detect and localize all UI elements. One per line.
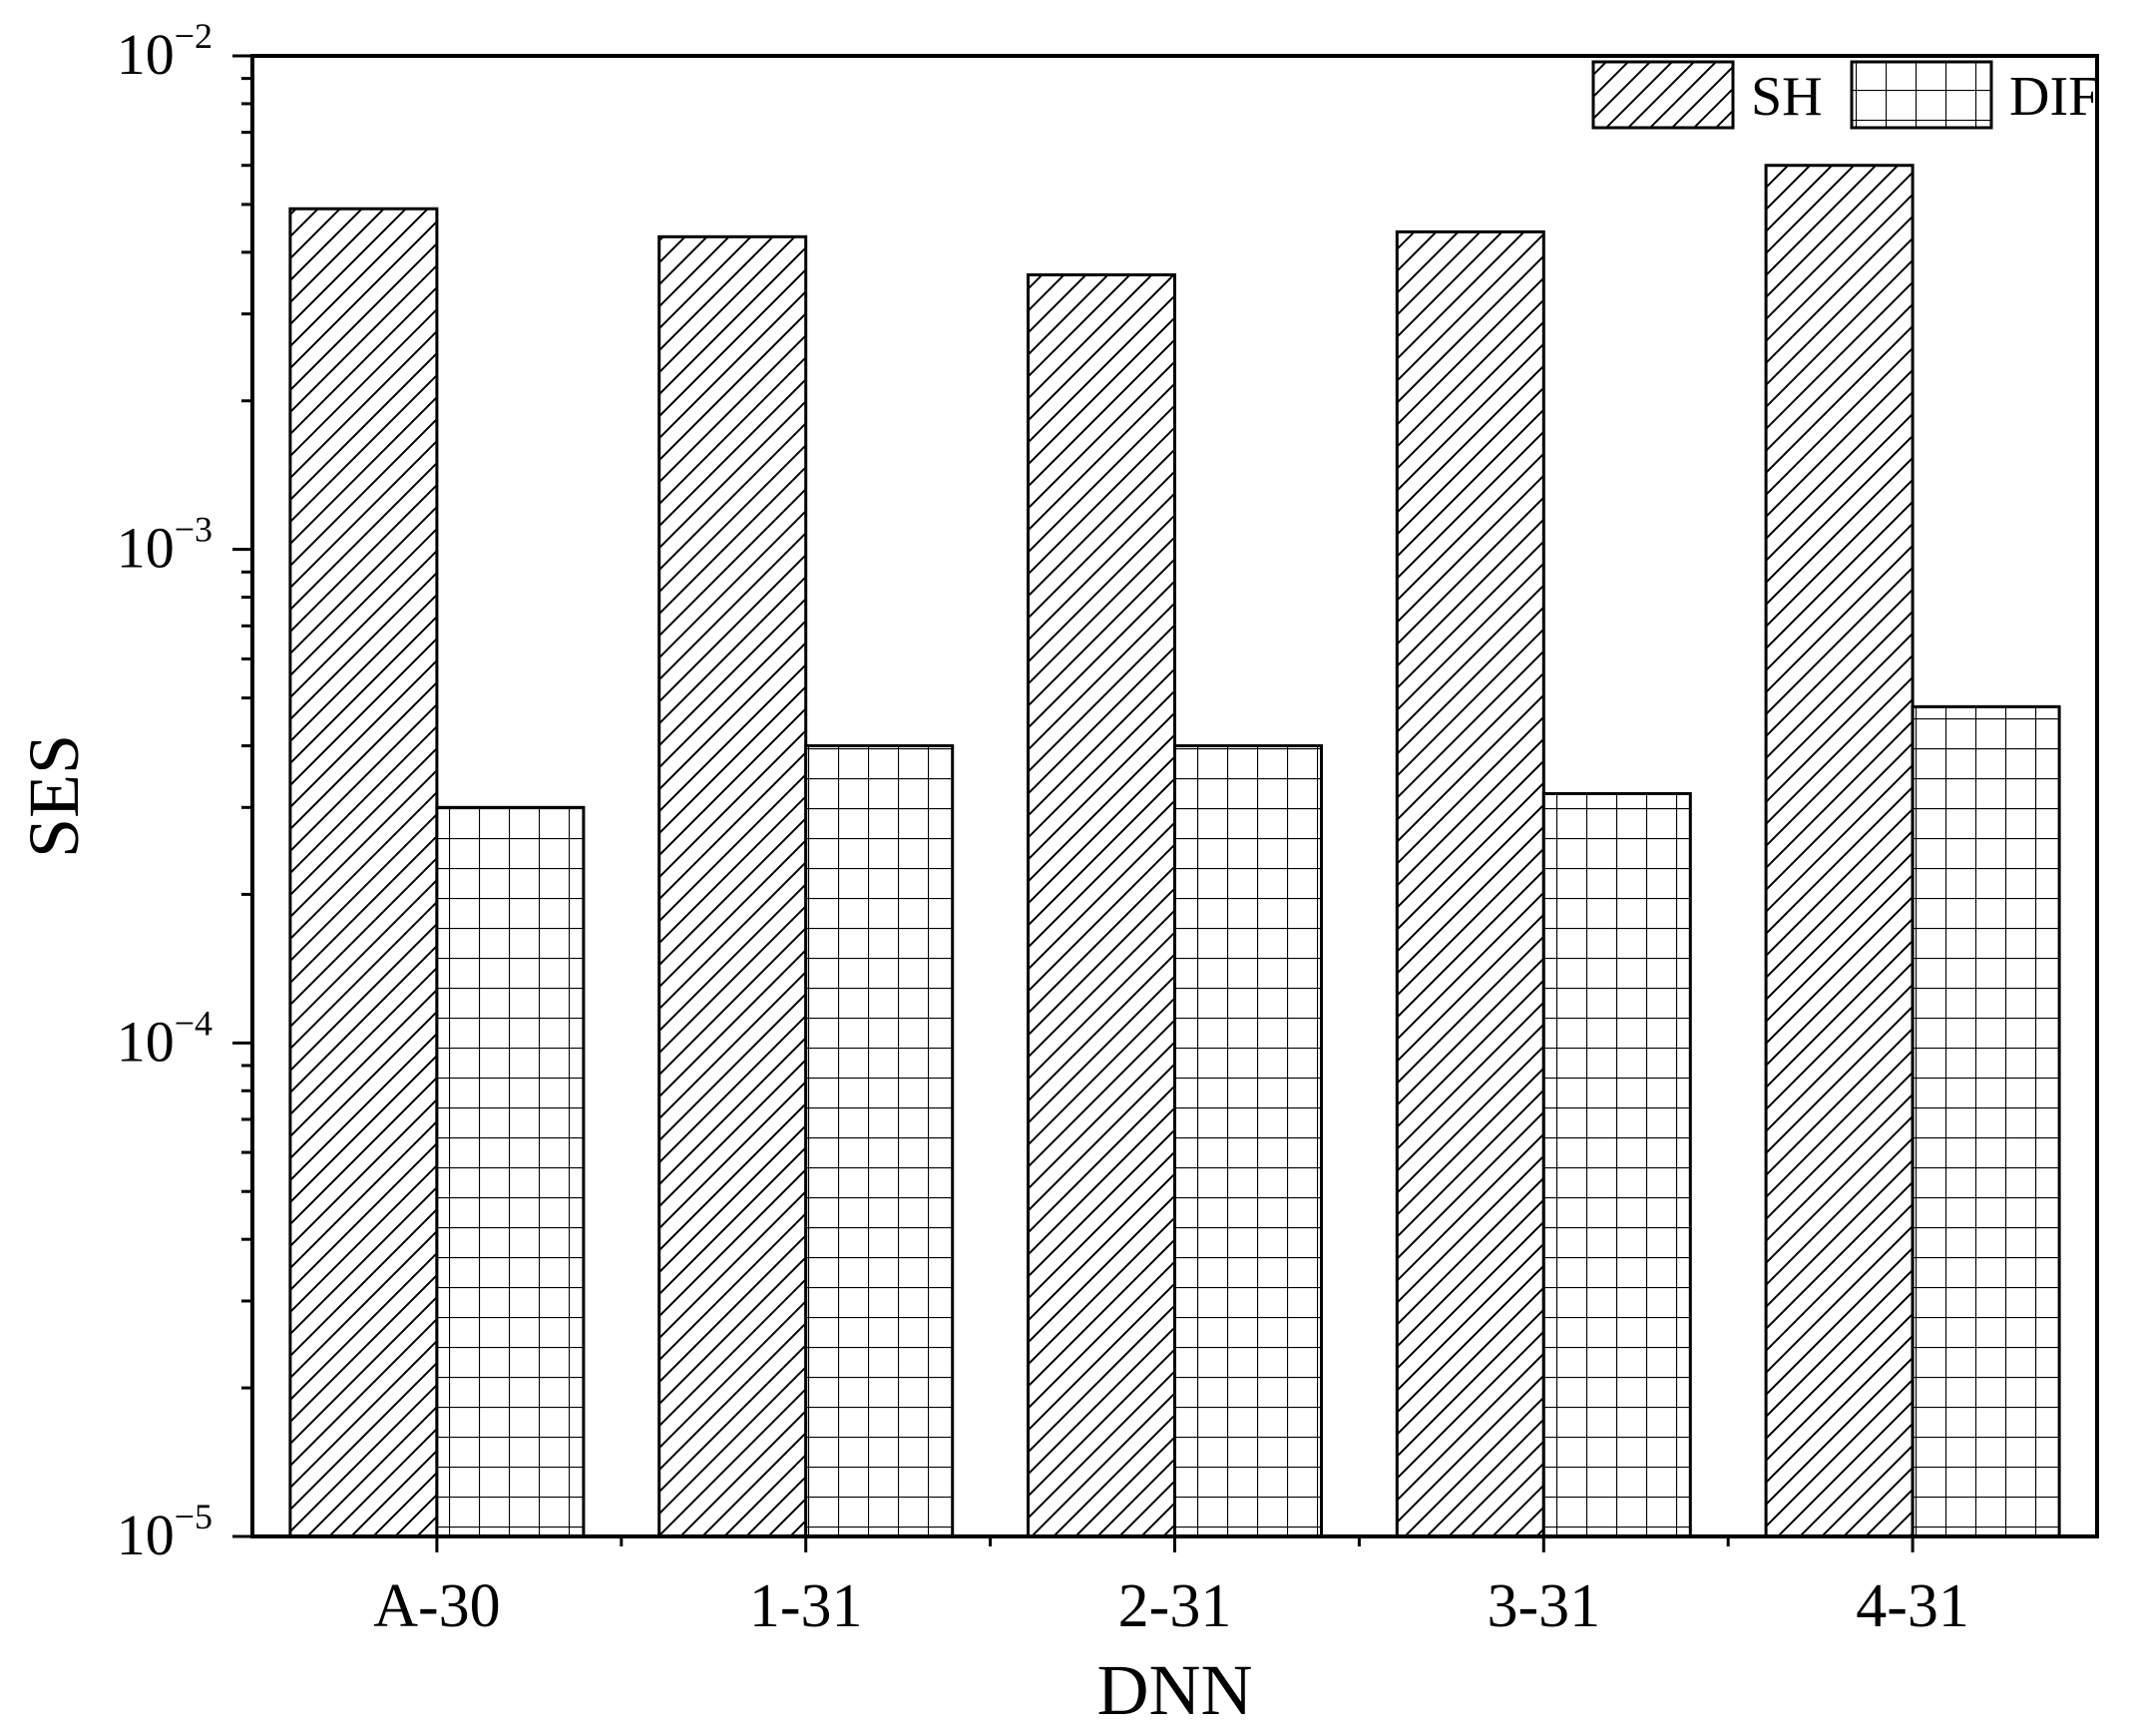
x-tick-label-4-31: 4-31 xyxy=(1856,1572,1969,1640)
y-tick-label: 10−4 xyxy=(117,1003,213,1074)
legend-swatch-dif xyxy=(1850,60,1993,130)
bar-dif-4-31 xyxy=(1911,704,2061,1538)
x-tick-label-3-31: 3-31 xyxy=(1487,1572,1600,1640)
axes-layer xyxy=(232,54,2099,1552)
bar-sh-1-31 xyxy=(657,234,808,1538)
legend-swatch-sh xyxy=(1591,60,1735,130)
bar-sh-4-31 xyxy=(1764,164,1915,1538)
x-tick-label-2-31: 2-31 xyxy=(1118,1572,1232,1640)
bar-sh-a-30 xyxy=(288,207,439,1538)
labels-layer: A-30 1-31 2-31 3-31 4-31 10−5 10−4 10−3 10−2 DNN S… xyxy=(14,16,1969,1730)
bar-sh-3-31 xyxy=(1395,229,1545,1538)
bar-dif-2-31 xyxy=(1173,744,1323,1538)
y-axis-title: SES xyxy=(14,734,94,858)
x-tick-label-a-30: A-30 xyxy=(373,1572,500,1640)
bar-dif-1-31 xyxy=(804,744,955,1538)
legend: SH DIF xyxy=(1591,60,2099,130)
y-tick-label: 10−5 xyxy=(117,1497,213,1567)
legend-label-dif: DIF xyxy=(2009,66,2099,128)
bar-sh-2-31 xyxy=(1027,272,1176,1538)
legend-label-sh: SH xyxy=(1751,66,1823,128)
bars-layer xyxy=(288,164,2061,1538)
y-tick-label: 10−2 xyxy=(117,16,213,87)
x-tick-label-1-31: 1-31 xyxy=(749,1572,863,1640)
bar-dif-3-31 xyxy=(1541,791,1692,1538)
bar-dif-a-30 xyxy=(435,805,586,1538)
x-axis-title: DNN xyxy=(1097,1650,1253,1730)
y-tick-label: 10−3 xyxy=(117,510,213,581)
